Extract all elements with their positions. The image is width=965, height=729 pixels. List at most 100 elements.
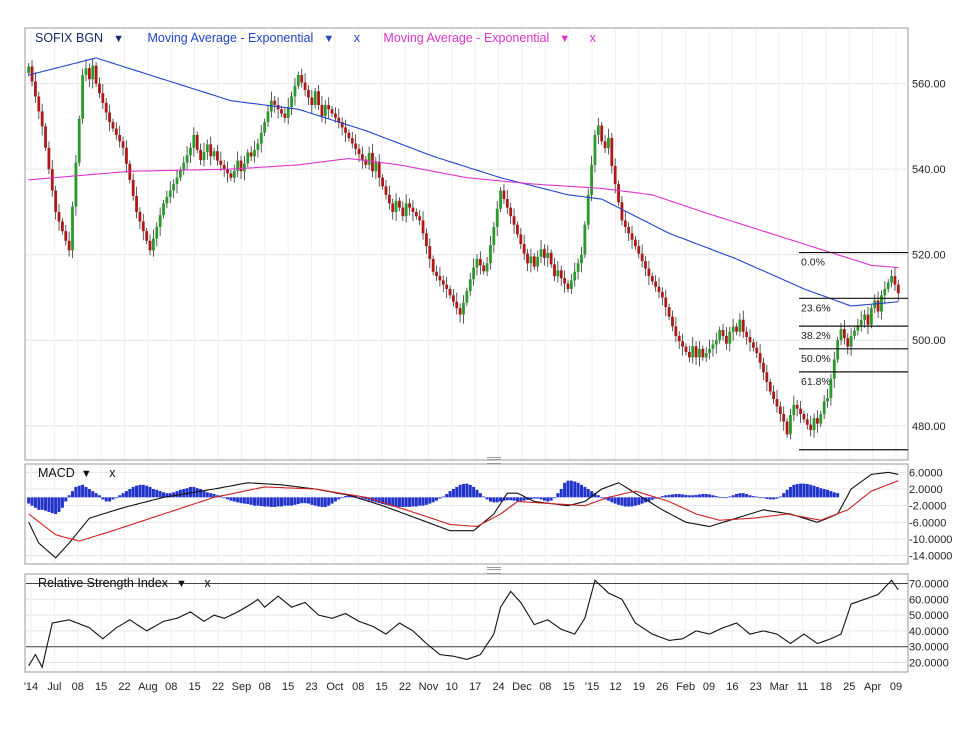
macd-title[interactable]: MACD	[38, 466, 75, 480]
rsi-title[interactable]: Relative Strength Index	[38, 576, 168, 590]
candle-body	[654, 281, 658, 287]
candle-body	[741, 319, 745, 332]
histogram-bar	[178, 489, 182, 498]
candle-body	[425, 233, 428, 247]
histogram-bar	[313, 497, 317, 506]
dropdown-icon[interactable]: ▼	[80, 468, 92, 480]
candle-body	[799, 408, 802, 415]
histogram-bar	[492, 497, 496, 503]
histogram-bar	[151, 489, 155, 498]
histogram-bar	[64, 497, 68, 502]
histogram-bar	[714, 496, 718, 498]
candle-body	[350, 138, 354, 144]
y-tick-label: 2.0000	[909, 484, 943, 496]
histogram-bar	[47, 497, 51, 512]
candle-body	[499, 190, 502, 209]
histogram-bar	[421, 497, 425, 506]
panel-resize-handle[interactable]	[487, 567, 501, 574]
candle-body	[377, 161, 381, 178]
histogram-bar	[738, 493, 742, 498]
close-icon[interactable]: x	[109, 466, 116, 480]
candle-body	[839, 329, 843, 341]
histogram-bar	[131, 486, 135, 498]
candle-body	[596, 125, 600, 135]
dropdown-icon[interactable]: ▼	[113, 33, 124, 45]
candle-body	[364, 159, 368, 165]
candle-body	[77, 118, 81, 163]
histogram-bar	[253, 497, 257, 506]
dropdown-icon[interactable]: ▼	[175, 578, 187, 590]
histogram-bar	[482, 496, 486, 498]
x-tick-label: 25	[843, 681, 855, 693]
candle-body	[519, 234, 523, 244]
histogram-bar	[269, 497, 273, 507]
histogram-bar	[681, 494, 685, 498]
histogram-bar	[340, 497, 344, 499]
candle-body	[404, 203, 408, 217]
candle-body	[866, 314, 870, 325]
candle-body	[71, 206, 74, 251]
panel-resize-handle[interactable]	[487, 457, 501, 464]
candle-body	[640, 253, 644, 262]
candle-body	[125, 147, 128, 164]
candle-body	[563, 278, 567, 284]
candle-body	[239, 160, 243, 172]
histogram-bar	[735, 494, 739, 498]
histogram-bar	[488, 497, 492, 502]
candle-body	[728, 331, 732, 344]
histogram-bar	[542, 497, 546, 501]
dropdown-icon[interactable]: ▼	[323, 33, 335, 45]
histogram-bar	[239, 497, 243, 504]
x-tick-label: 08	[72, 681, 84, 693]
histogram-bar	[30, 497, 34, 506]
close-icon[interactable]: x	[589, 31, 596, 45]
candle-body	[98, 83, 101, 94]
close-icon[interactable]: x	[353, 31, 360, 45]
candle-body	[411, 207, 415, 212]
x-tick-label: 10	[446, 681, 458, 693]
candle-body	[256, 143, 260, 150]
ma-fast-legend[interactable]: Moving Average - Exponential ▼ x	[383, 31, 596, 45]
ma-slow-legend[interactable]: Moving Average - Exponential ▼ x	[147, 31, 360, 45]
histogram-bar	[33, 497, 37, 508]
candle-body	[485, 263, 489, 272]
histogram-bar	[188, 486, 192, 498]
candle-body	[192, 134, 196, 148]
histogram-bar	[559, 489, 563, 498]
close-icon[interactable]: x	[204, 576, 211, 590]
histogram-bar	[94, 493, 98, 498]
signal-line	[28, 480, 899, 542]
candle-body	[802, 414, 806, 420]
histogram-bar	[778, 496, 782, 498]
candle-body	[566, 283, 570, 289]
x-tick-label: 08	[165, 681, 177, 693]
candle-body	[677, 335, 681, 342]
candle-body	[603, 141, 607, 149]
candle-body	[650, 276, 654, 282]
histogram-bar	[630, 497, 634, 507]
instrument-label[interactable]: SOFIX BGN ▼	[35, 31, 124, 45]
candle-body	[94, 65, 98, 84]
histogram-bar	[724, 497, 728, 499]
candle-body	[509, 207, 513, 217]
candle-body	[725, 335, 728, 344]
macd-histogram	[27, 480, 840, 514]
candle-body	[408, 203, 411, 208]
rsi-legend: Relative Strength Index ▼ x	[38, 576, 217, 590]
histogram-bar	[448, 491, 452, 498]
x-tick-label: '15	[585, 681, 599, 693]
candle-body	[671, 316, 674, 327]
candle-body	[660, 292, 664, 298]
candle-body	[441, 280, 445, 285]
y-tick-label: 50.0000	[909, 610, 949, 622]
ma-slow-line	[28, 57, 899, 307]
candle-body	[330, 109, 334, 114]
histogram-bar	[50, 497, 54, 514]
x-tick-label: 23	[305, 681, 317, 693]
histogram-bar	[283, 497, 287, 506]
candle-body	[216, 151, 219, 161]
candle-body	[812, 418, 816, 431]
histogram-bar	[195, 488, 199, 498]
candle-body	[172, 184, 176, 191]
dropdown-icon[interactable]: ▼	[559, 33, 571, 45]
